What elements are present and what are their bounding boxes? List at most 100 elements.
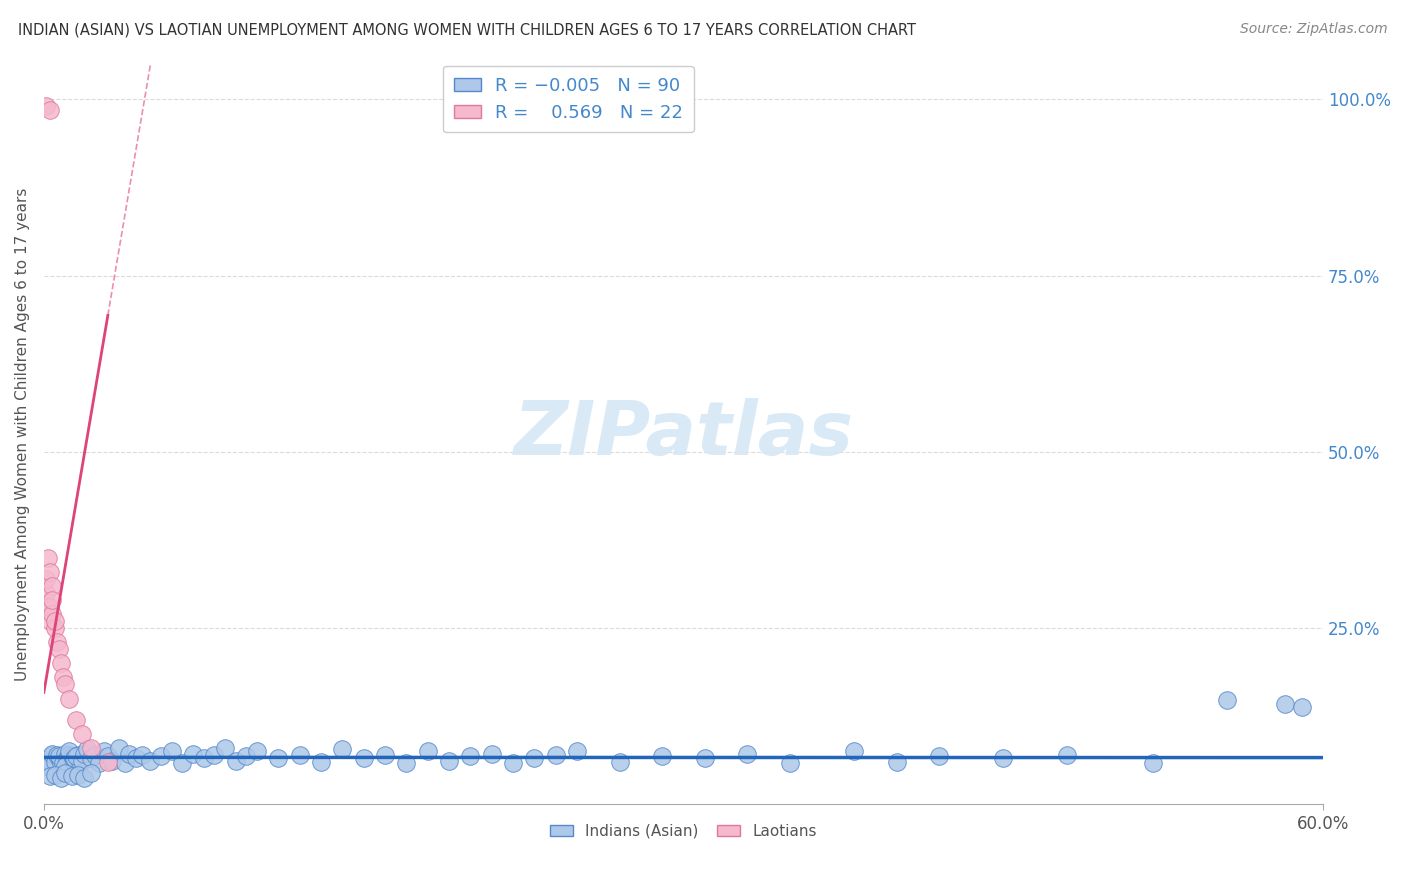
Point [72,754,94,768]
Point [44,621,66,635]
Point [69,755,91,769]
Point [39,599,62,614]
Point [49,657,72,671]
Point [62,751,84,765]
Y-axis label: Unemployment Among Women with Children Ages 6 to 17 years: Unemployment Among Women with Children A… [15,187,30,681]
Point [80,740,103,755]
Point [39,754,62,768]
Point [107,740,129,755]
Legend: Indians (Asian), Laotians: Indians (Asian), Laotians [544,818,823,845]
Point [56,751,79,765]
Point [1216,693,1239,707]
Point [288,747,311,762]
Point [225,754,247,768]
Point [93,744,115,758]
Point [693,751,716,765]
Point [544,747,567,762]
Point [101,754,124,768]
Point [66,768,89,782]
Point [267,751,290,765]
Point [45,747,67,762]
Point [37,550,59,565]
Point [49,756,72,771]
Point [73,747,96,761]
Point [131,747,153,762]
Point [44,614,66,628]
Point [37,755,59,769]
Point [193,751,215,765]
Point [35,586,58,600]
Point [48,642,70,657]
Point [52,754,75,768]
Point [124,751,146,765]
Point [84,747,107,762]
Point [416,744,439,758]
Point [45,635,67,649]
Point [65,756,87,771]
Text: INDIAN (ASIAN) VS LAOTIAN UNEMPLOYMENT AMONG WOMEN WITH CHILDREN AGES 6 TO 17 YE: INDIAN (ASIAN) VS LAOTIAN UNEMPLOYMENT A… [18,22,917,37]
Point [65,713,87,727]
Point [76,742,98,756]
Point [41,607,63,621]
Point [58,744,80,758]
Point [214,740,236,755]
Point [45,749,67,764]
Point [235,749,257,764]
Point [89,756,111,771]
Point [65,749,87,764]
Point [44,755,66,769]
Point [1291,700,1313,714]
Point [523,751,546,765]
Point [80,766,103,780]
Point [928,749,950,764]
Point [53,747,76,761]
Point [35,99,58,113]
Text: Source: ZipAtlas.com: Source: ZipAtlas.com [1240,22,1388,37]
Point [66,747,89,762]
Point [565,744,588,758]
Point [39,614,62,628]
Text: ZIPatlas: ZIPatlas [513,398,853,471]
Point [1142,756,1164,771]
Point [41,747,63,761]
Point [60,749,83,764]
Point [39,565,62,579]
Point [53,677,76,691]
Point [73,771,96,785]
Point [62,754,84,768]
Point [49,771,72,785]
Point [52,756,75,771]
Point [395,756,418,771]
Point [58,691,80,706]
Point [44,756,66,771]
Point [886,755,908,769]
Point [41,579,63,593]
Point [651,749,673,764]
Point [374,747,396,762]
Point [1056,747,1078,762]
Point [72,727,94,741]
Point [609,755,631,769]
Point [118,747,141,761]
Point [353,751,375,765]
Point [97,755,120,769]
Point [39,103,62,117]
Point [458,749,481,764]
Point [114,756,136,771]
Point [52,670,75,684]
Point [150,749,173,764]
Point [1274,697,1296,711]
Point [35,758,58,772]
Point [39,769,62,783]
Point [172,756,194,771]
Point [502,756,524,771]
Point [993,751,1015,765]
Point [58,747,80,762]
Point [35,572,58,586]
Point [204,747,226,762]
Point [37,758,59,772]
Point [779,756,801,771]
Point [181,747,204,761]
Point [41,592,63,607]
Point [80,751,103,765]
